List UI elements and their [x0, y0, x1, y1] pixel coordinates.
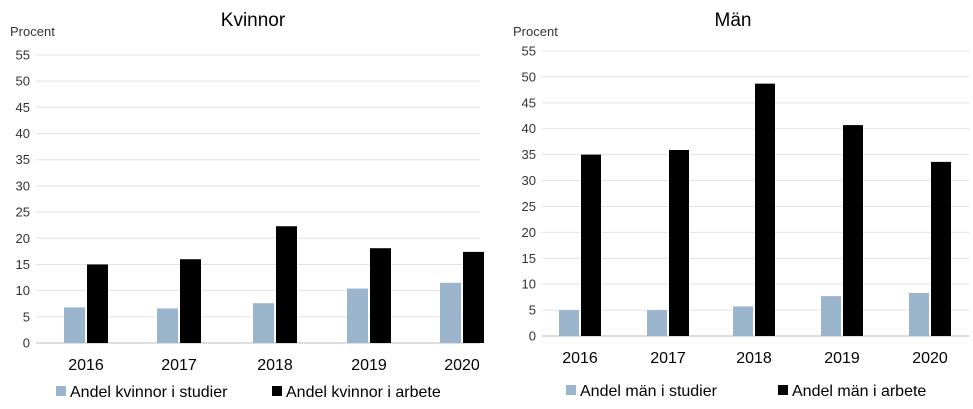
bar-arbete-2016	[581, 154, 601, 336]
bar-studier-2016	[64, 307, 85, 343]
bar-studier-2018	[253, 303, 274, 343]
x-tick-label: 2020	[444, 357, 480, 374]
bar-studier-2017	[157, 308, 178, 343]
y-tick-label: 50	[16, 74, 30, 89]
y-tick-label: 5	[529, 303, 536, 318]
x-tick-label: 2018	[257, 357, 293, 374]
y-tick-label: 40	[16, 126, 30, 141]
x-tick-label: 2017	[161, 357, 197, 374]
bar-studier-2018	[733, 306, 753, 336]
legend-label-studier: Andel män i studier	[580, 383, 718, 400]
x-tick-label: 2020	[912, 350, 948, 367]
bar-arbete-2018	[276, 226, 297, 343]
y-tick-label: 20	[16, 231, 30, 246]
y-axis-label: Procent	[513, 24, 558, 39]
y-tick-label: 40	[522, 121, 536, 136]
x-tick-label: 2018	[736, 350, 772, 367]
legend-label-arbete: Andel kvinnor i arbete	[286, 384, 441, 401]
bar-arbete-2019	[843, 125, 863, 336]
bar-studier-2019	[347, 288, 368, 343]
chart-man: Män Procent 0 5 10 15 20 25 30 35 40 45 50 55 2016 2017…	[487, 0, 973, 409]
y-tick-label: 5	[23, 309, 30, 324]
y-tick-label: 50	[522, 69, 536, 84]
x-tick-label: 2019	[351, 357, 387, 374]
y-tick-label: 15	[522, 251, 536, 266]
bar-studier-2020	[440, 282, 461, 343]
y-tick-label: 30	[522, 173, 536, 188]
y-tick-label: 0	[529, 329, 536, 344]
y-tick-label: 25	[522, 199, 536, 214]
bar-arbete-2017	[180, 259, 201, 343]
y-tick-label: 25	[16, 205, 30, 220]
y-tick-label: 45	[16, 100, 30, 115]
bar-arbete-2017	[669, 149, 689, 336]
bar-studier-2017	[647, 310, 667, 336]
x-tick-label: 2019	[824, 350, 860, 367]
bar-arbete-2019	[370, 248, 391, 343]
legend-label-arbete: Andel män i arbete	[792, 383, 926, 400]
y-tick-label: 35	[522, 147, 536, 162]
x-tick-label: 2016	[562, 350, 598, 367]
bar-studier-2016	[559, 310, 579, 336]
bar-arbete-2020	[463, 251, 484, 343]
bar-studier-2019	[821, 296, 841, 336]
y-tick-label: 45	[522, 95, 536, 110]
y-axis-label: Procent	[10, 24, 55, 39]
chart-kvinnor: Kvinnor Procent 0 5 10 15 20 25 30 35 40 45 50 55 2016…	[0, 0, 486, 409]
y-tick-label: 35	[16, 152, 30, 167]
y-tick-label: 10	[16, 283, 30, 298]
y-tick-label: 55	[522, 44, 536, 59]
legend-swatch-arbete	[778, 385, 788, 395]
x-tick-label: 2017	[650, 350, 686, 367]
y-tick-label: 15	[16, 257, 30, 272]
legend-label-studier: Andel kvinnor i studier	[70, 384, 228, 401]
y-tick-label: 0	[23, 336, 30, 351]
chart-man-svg: Män Procent 0 5 10 15 20 25 30 35 40 45 50 55 2016 2017…	[513, 10, 969, 400]
chart-title: Kvinnor	[221, 10, 286, 31]
chart-kvinnor-svg: Kvinnor Procent 0 5 10 15 20 25 30 35 40 45 50 55 2016…	[10, 10, 484, 401]
y-tick-label: 20	[522, 225, 536, 240]
bar-arbete-2020	[931, 161, 951, 336]
legend-swatch-studier	[56, 386, 66, 396]
legend-swatch-studier	[566, 385, 576, 395]
y-tick-label: 55	[16, 48, 30, 63]
bar-studier-2020	[909, 292, 929, 336]
legend-swatch-arbete	[272, 386, 282, 396]
y-tick-label: 30	[16, 178, 30, 193]
x-tick-label: 2016	[68, 357, 104, 374]
bar-arbete-2018	[755, 83, 775, 337]
chart-title: Män	[715, 10, 752, 31]
y-tick-label: 10	[522, 277, 536, 292]
bar-arbete-2016	[87, 264, 108, 343]
